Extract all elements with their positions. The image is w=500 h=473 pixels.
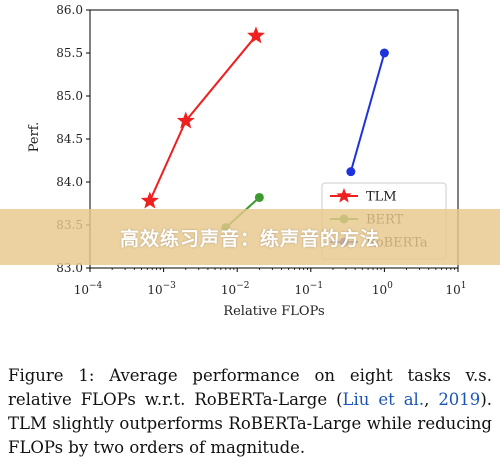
citation-link-year[interactable]: 2019	[438, 390, 481, 409]
x-axis-title: Relative FLOPs	[223, 304, 324, 319]
data-series-tlm-point-2	[247, 26, 265, 44]
citation-separator: ,	[424, 390, 439, 409]
y-axis-title: Perf.	[27, 122, 42, 153]
y-tick-label-5: 85.5	[56, 46, 83, 60]
data-series-tlm-point-1	[176, 111, 195, 129]
x-tick-label-1: 10−3	[147, 281, 176, 297]
data-series-tlm-point-0	[140, 191, 159, 209]
banner-text: 高效练习声音：练声音的方法	[119, 227, 380, 250]
legend-label-tlm: TLM	[366, 190, 397, 205]
x-tick-label-5: 101	[445, 281, 466, 297]
watermark-banner: 高效练习声音：练声音的方法	[0, 209, 500, 265]
x-tick-label-0: 10−4	[74, 281, 103, 297]
y-tick-label-4: 85.0	[56, 89, 83, 103]
y-tick-label-3: 84.5	[56, 132, 83, 146]
data-series-tlm-line	[148, 35, 257, 202]
y-tick-label-2: 84.0	[56, 175, 83, 189]
x-tick-label-2: 10−2	[221, 281, 250, 297]
citation-link-authors[interactable]: Liu et al.	[342, 390, 425, 409]
x-tick-label-3: 10−1	[295, 281, 324, 297]
y-tick-label-6: 86.0	[56, 3, 83, 17]
figure-caption: Figure 1: Average performance on eight t…	[8, 364, 492, 460]
data-series-bert-point-1	[254, 192, 264, 202]
caption-text-2: ). TLM slightly outperforms RoBERTa-Larg…	[8, 390, 492, 457]
caption-text-1: Figure 1: Average performance on eight t…	[8, 366, 492, 409]
data-series-roberta-line	[349, 52, 386, 172]
chart: 83.083.584.084.585.085.586.010−410−310−2…	[27, 3, 467, 319]
x-tick-label-4: 100	[372, 281, 393, 297]
data-series-roberta-point-0	[346, 167, 356, 177]
legend-marker-tlm	[336, 188, 352, 203]
data-series-roberta-point-1	[379, 48, 389, 58]
